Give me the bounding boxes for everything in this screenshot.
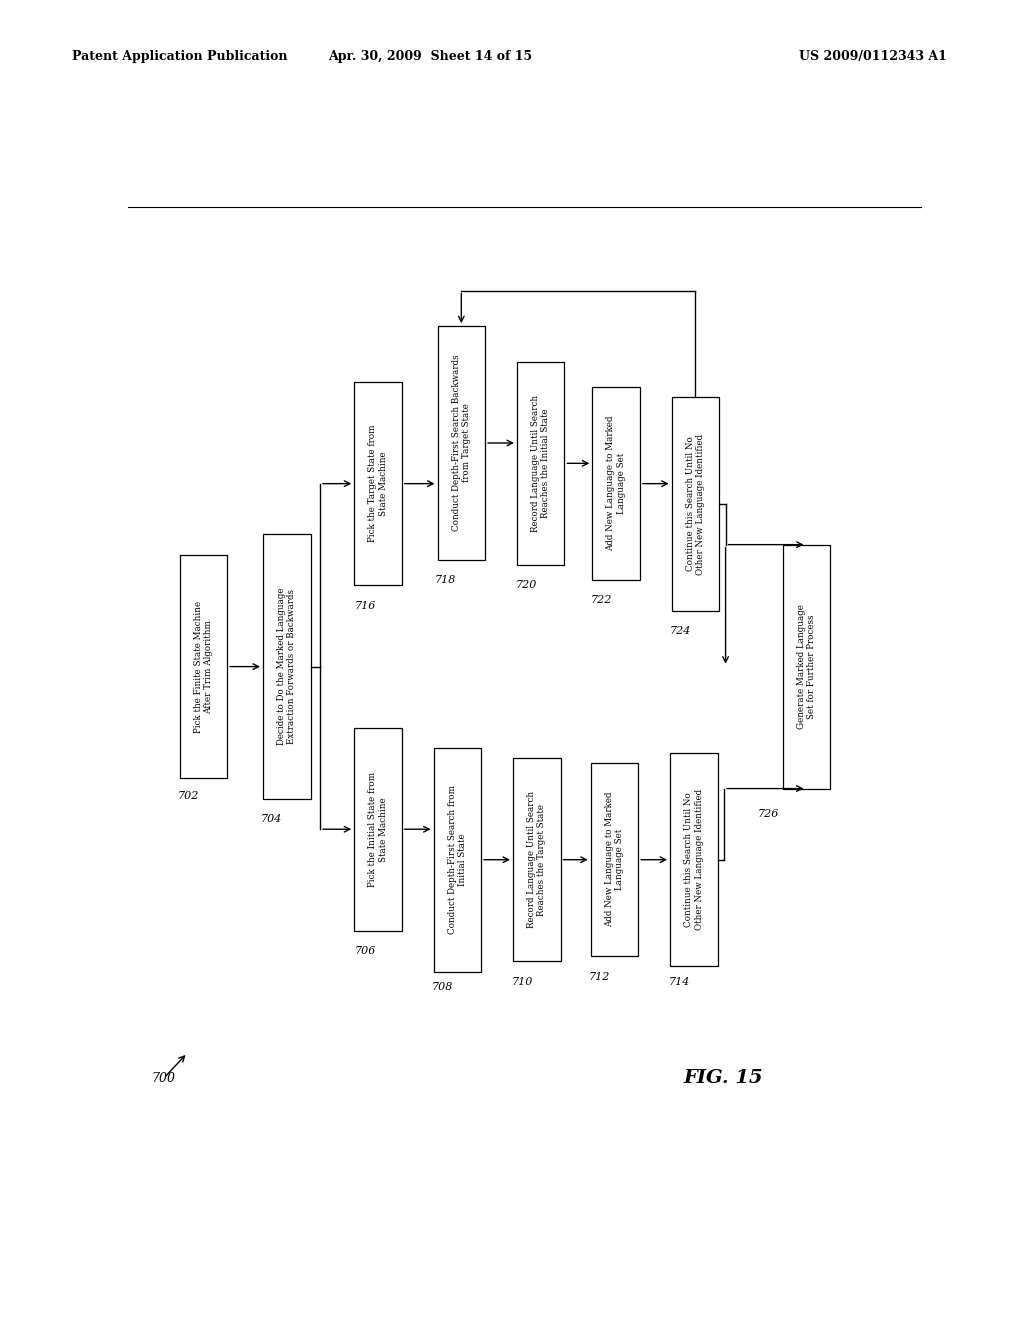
Bar	[179, 554, 227, 779]
Bar	[354, 727, 401, 931]
Text: Add New Language to Marked
Language Set: Add New Language to Marked Language Set	[605, 792, 625, 928]
Text: 706: 706	[354, 946, 376, 956]
Bar	[517, 362, 564, 565]
Text: Apr. 30, 2009  Sheet 14 of 15: Apr. 30, 2009 Sheet 14 of 15	[328, 50, 532, 63]
Text: 724: 724	[670, 626, 691, 636]
Text: Pick the Finite State Machine
After Trim Algorithm: Pick the Finite State Machine After Trim…	[194, 601, 213, 733]
Text: Continue this Search Until No
Other New Language Identified: Continue this Search Until No Other New …	[686, 433, 706, 574]
Bar	[513, 758, 560, 961]
Text: Decide to Do the Marked Language
Extraction Forwards or Backwards: Decide to Do the Marked Language Extract…	[278, 587, 296, 746]
Bar	[672, 397, 719, 611]
Text: 708: 708	[432, 982, 454, 991]
Text: 712: 712	[589, 972, 610, 982]
Bar	[670, 752, 718, 966]
Text: 718: 718	[435, 576, 457, 585]
Bar	[354, 381, 401, 585]
Text: Pick the Initial State from
State Machine: Pick the Initial State from State Machin…	[369, 772, 388, 887]
Text: Conduct Depth-First Search Backwards
from Target State: Conduct Depth-First Search Backwards fro…	[452, 355, 471, 532]
Text: Add New Language to Marked
Language Set: Add New Language to Marked Language Set	[606, 416, 626, 552]
Bar	[437, 326, 485, 560]
Text: 700: 700	[152, 1072, 176, 1085]
Text: 702: 702	[177, 791, 199, 801]
Text: US 2009/0112343 A1: US 2009/0112343 A1	[799, 50, 946, 63]
Text: 726: 726	[758, 809, 778, 818]
Text: 714: 714	[669, 977, 690, 986]
Text: 720: 720	[515, 581, 537, 590]
Text: Pick the Target State from
State Machine: Pick the Target State from State Machine	[369, 425, 388, 543]
Text: Continue this Search Until No
Other New Language Identified: Continue this Search Until No Other New …	[684, 789, 703, 931]
Text: Record Language Until Search
Reaches the Target State: Record Language Until Search Reaches the…	[527, 791, 547, 928]
Text: Patent Application Publication: Patent Application Publication	[72, 50, 287, 63]
Text: 716: 716	[354, 601, 376, 611]
Text: 722: 722	[591, 595, 612, 606]
Text: Record Language Until Search
Reaches the Initial State: Record Language Until Search Reaches the…	[531, 395, 550, 532]
Text: 710: 710	[511, 977, 532, 986]
Bar	[592, 387, 640, 581]
Bar	[782, 545, 830, 788]
Text: Generate Marked Language
Set for Further Process: Generate Marked Language Set for Further…	[797, 605, 816, 729]
Bar	[263, 535, 310, 799]
Text: FIG. 15: FIG. 15	[683, 1069, 763, 1088]
Bar	[591, 763, 638, 956]
Text: 704: 704	[260, 814, 282, 824]
Text: Conduct Depth-First Search from
Initial State: Conduct Depth-First Search from Initial …	[447, 785, 467, 935]
Bar	[433, 748, 481, 972]
